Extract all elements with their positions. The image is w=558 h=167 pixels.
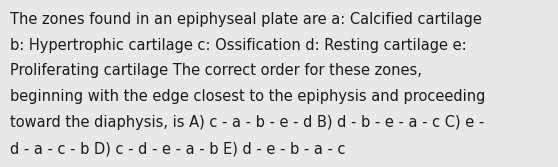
Text: beginning with the edge closest to the epiphysis and proceeding: beginning with the edge closest to the e… [10,89,485,104]
Text: b: Hypertrophic cartilage c: Ossification d: Resting cartilage e:: b: Hypertrophic cartilage c: Ossificatio… [10,38,466,53]
Text: toward the diaphysis, is A) c - a - b - e - d B) d - b - e - a - c C) e -: toward the diaphysis, is A) c - a - b - … [10,115,484,130]
Text: Proliferating cartilage The correct order for these zones,: Proliferating cartilage The correct orde… [10,63,422,78]
Text: d - a - c - b D) c - d - e - a - b E) d - e - b - a - c: d - a - c - b D) c - d - e - a - b E) d … [10,141,345,156]
Text: The zones found in an epiphyseal plate are a: Calcified cartilage: The zones found in an epiphyseal plate a… [10,12,482,27]
